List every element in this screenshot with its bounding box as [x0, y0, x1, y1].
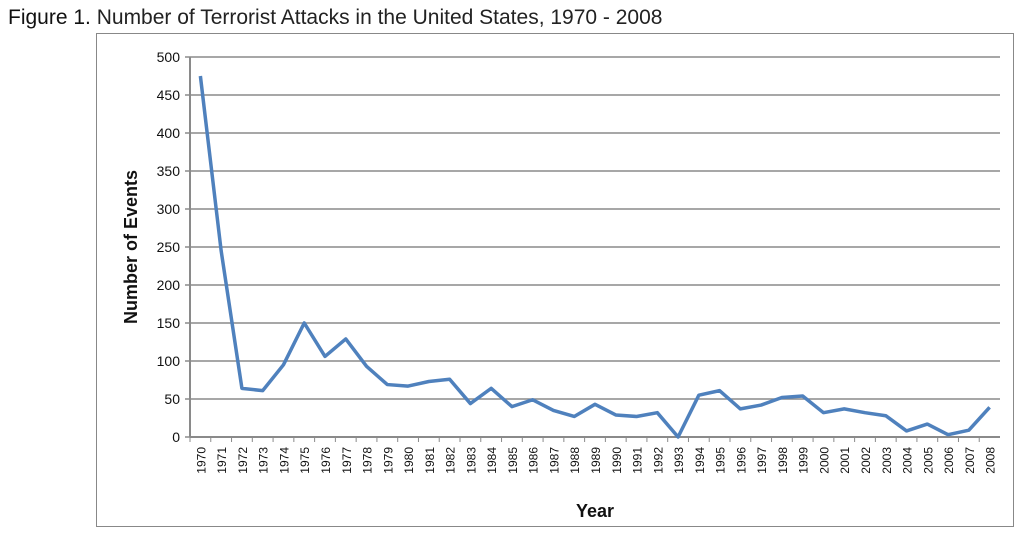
title-text: Number of Terrorist Attacks in the Unite…	[96, 6, 663, 29]
y-tick-label: 200	[157, 277, 181, 293]
x-tick-label: 1980	[402, 447, 416, 474]
y-tick-label: 300	[157, 201, 181, 217]
chart-frame	[96, 33, 1014, 527]
x-tick-label: 1978	[361, 447, 375, 474]
x-tick-label: 1973	[257, 447, 271, 474]
y-tick-label: 0	[172, 429, 180, 445]
x-tick-label: 2006	[942, 447, 956, 474]
x-axis-label: Year	[576, 501, 614, 521]
x-tick-label: 1982	[444, 447, 458, 474]
x-tick-label: 2002	[859, 447, 873, 474]
y-tick-label: 500	[157, 49, 181, 65]
x-tick-label: 1983	[464, 447, 478, 474]
x-tick-label: 1995	[714, 447, 728, 474]
chart-title: Figure 1. Number of Terrorist Attacks in…	[8, 6, 662, 30]
y-axis-label: Number of Events	[121, 170, 141, 324]
figure-label: Figure 1.	[8, 6, 91, 29]
x-tick-label: 2007	[963, 447, 977, 474]
x-tick-label: 1972	[236, 447, 250, 474]
x-tick-label: 1989	[589, 447, 603, 474]
x-tick-label: 2000	[817, 447, 831, 474]
x-tick-label: 1977	[340, 447, 354, 474]
x-tick-label: 1974	[277, 447, 291, 474]
x-tick-label: 1994	[693, 447, 707, 474]
x-tick-label: 2005	[921, 447, 935, 474]
y-tick-label: 450	[157, 87, 181, 103]
y-tick-label: 350	[157, 163, 181, 179]
x-tick-label: 1992	[651, 447, 665, 474]
x-tick-label: 1971	[215, 447, 229, 474]
y-tick-label: 400	[157, 125, 181, 141]
x-tick-label: 2004	[901, 447, 915, 474]
x-tick-label: 1993	[672, 447, 686, 474]
x-tick-label: 1981	[423, 447, 437, 474]
x-tick-label: 1990	[610, 447, 624, 474]
x-tick-label: 1998	[776, 447, 790, 474]
x-tick-label: 1997	[755, 447, 769, 474]
x-tick-label: 1975	[298, 447, 312, 474]
x-tick-label: 2001	[838, 447, 852, 474]
y-tick-label: 50	[164, 391, 180, 407]
x-tick-label: 2008	[984, 447, 998, 474]
x-tick-label: 1984	[485, 447, 499, 474]
y-tick-label: 150	[157, 315, 181, 331]
x-tick-label: 1986	[527, 447, 541, 474]
x-tick-label: 1979	[381, 447, 395, 474]
x-tick-label: 1970	[194, 447, 208, 474]
x-tick-label: 2003	[880, 447, 894, 474]
x-tick-label: 1976	[319, 447, 333, 474]
x-tick-label: 1988	[568, 447, 582, 474]
x-tick-label: 1996	[734, 447, 748, 474]
x-tick-label: 1999	[797, 447, 811, 474]
y-tick-label: 250	[157, 239, 181, 255]
x-tick-label: 1985	[506, 447, 520, 474]
y-tick-label: 100	[157, 353, 181, 369]
x-tick-label: 1991	[631, 447, 645, 474]
data-line	[198, 75, 991, 439]
x-tick-label: 1987	[547, 447, 561, 474]
